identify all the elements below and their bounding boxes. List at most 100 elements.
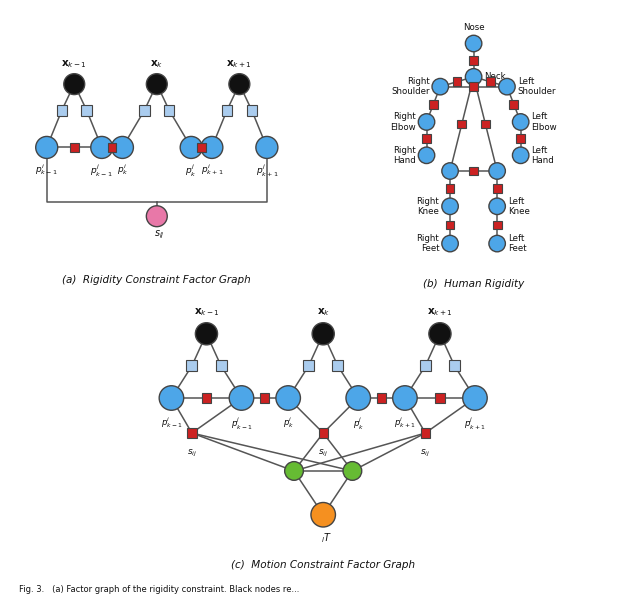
Circle shape	[91, 137, 113, 158]
FancyBboxPatch shape	[429, 100, 438, 109]
Circle shape	[465, 69, 482, 85]
Circle shape	[195, 323, 218, 345]
Text: $p^i_{k+1}$: $p^i_{k+1}$	[394, 416, 416, 430]
FancyBboxPatch shape	[56, 105, 67, 115]
FancyBboxPatch shape	[493, 184, 502, 193]
FancyBboxPatch shape	[420, 361, 431, 371]
Circle shape	[312, 323, 334, 345]
FancyBboxPatch shape	[186, 361, 197, 371]
FancyBboxPatch shape	[452, 78, 461, 86]
FancyBboxPatch shape	[445, 184, 454, 193]
Text: Left
Elbow: Left Elbow	[531, 112, 557, 132]
Circle shape	[489, 235, 506, 252]
Circle shape	[201, 137, 223, 158]
FancyBboxPatch shape	[458, 119, 467, 128]
Text: Right
Hand: Right Hand	[393, 146, 416, 165]
Circle shape	[256, 137, 278, 158]
Circle shape	[285, 461, 303, 481]
FancyBboxPatch shape	[445, 220, 454, 229]
Circle shape	[513, 147, 529, 164]
Circle shape	[499, 78, 515, 95]
Circle shape	[393, 386, 417, 410]
Circle shape	[229, 386, 253, 410]
FancyBboxPatch shape	[139, 105, 150, 115]
FancyBboxPatch shape	[319, 429, 328, 438]
FancyBboxPatch shape	[509, 100, 518, 109]
FancyBboxPatch shape	[449, 361, 460, 371]
Text: (c)  Motion Constraint Factor Graph: (c) Motion Constraint Factor Graph	[231, 560, 415, 570]
Text: $p^i_{k+1}$: $p^i_{k+1}$	[200, 162, 223, 177]
Circle shape	[442, 235, 458, 252]
FancyBboxPatch shape	[481, 119, 490, 128]
Text: $p^j_{k-1}$: $p^j_{k-1}$	[90, 162, 113, 179]
Circle shape	[147, 73, 167, 94]
FancyBboxPatch shape	[377, 393, 387, 402]
Text: $p^i_{k}$: $p^i_{k}$	[283, 416, 294, 430]
FancyBboxPatch shape	[260, 393, 269, 402]
Text: $p^j_{k}$: $p^j_{k}$	[186, 162, 197, 179]
Text: $p^i_{k-1}$: $p^i_{k-1}$	[161, 416, 182, 430]
FancyBboxPatch shape	[81, 105, 92, 115]
FancyBboxPatch shape	[469, 167, 478, 176]
FancyBboxPatch shape	[486, 78, 495, 86]
Circle shape	[180, 137, 202, 158]
Circle shape	[147, 206, 167, 227]
FancyBboxPatch shape	[420, 429, 430, 438]
Circle shape	[442, 198, 458, 214]
FancyBboxPatch shape	[187, 429, 196, 438]
Circle shape	[36, 137, 58, 158]
Text: $\mathbf{x}_{k}$: $\mathbf{x}_{k}$	[150, 59, 163, 70]
Circle shape	[229, 73, 250, 94]
Circle shape	[442, 163, 458, 179]
FancyBboxPatch shape	[202, 393, 211, 402]
Text: Left
Shoulder: Left Shoulder	[518, 77, 556, 96]
Text: Right
Feet: Right Feet	[417, 234, 439, 253]
Circle shape	[159, 386, 184, 410]
FancyBboxPatch shape	[70, 143, 79, 152]
Text: $p^j_{k+1}$: $p^j_{k+1}$	[255, 162, 278, 179]
Text: $s_{ij}$: $s_{ij}$	[420, 448, 431, 458]
Circle shape	[463, 386, 487, 410]
Circle shape	[513, 113, 529, 130]
Text: Left
Knee: Left Knee	[508, 196, 530, 216]
Text: Left
Feet: Left Feet	[508, 234, 527, 253]
Text: $p^j_{k+1}$: $p^j_{k+1}$	[464, 416, 486, 432]
Text: $\mathbf{x}_{k-1}$: $\mathbf{x}_{k-1}$	[61, 59, 87, 70]
Text: Left
Hand: Left Hand	[531, 146, 554, 165]
Circle shape	[343, 461, 362, 481]
FancyBboxPatch shape	[216, 361, 227, 371]
Text: $\mathbf{x}_{k-1}$: $\mathbf{x}_{k-1}$	[193, 306, 220, 318]
Text: Right
Shoulder: Right Shoulder	[391, 77, 429, 96]
Text: $_lT$: $_lT$	[321, 532, 332, 546]
Circle shape	[489, 163, 506, 179]
FancyBboxPatch shape	[108, 143, 116, 152]
Circle shape	[432, 78, 449, 95]
Text: $s_{ij}$: $s_{ij}$	[154, 229, 165, 241]
Circle shape	[64, 73, 84, 94]
Circle shape	[311, 503, 335, 527]
FancyBboxPatch shape	[435, 393, 445, 402]
Circle shape	[419, 113, 435, 130]
Text: Neck: Neck	[484, 72, 506, 81]
Text: (b)  Human Rigidity: (b) Human Rigidity	[423, 279, 524, 289]
Circle shape	[276, 386, 300, 410]
Text: Fig. 3.   (a) Factor graph of the rigidity constraint. Black nodes re...: Fig. 3. (a) Factor graph of the rigidity…	[19, 585, 300, 594]
Circle shape	[419, 147, 435, 164]
Text: $p^i_{k-1}$: $p^i_{k-1}$	[35, 162, 58, 177]
Circle shape	[429, 323, 451, 345]
Circle shape	[489, 198, 506, 214]
FancyBboxPatch shape	[303, 361, 314, 371]
FancyBboxPatch shape	[164, 105, 175, 115]
Text: (a)  Rigidity Constraint Factor Graph: (a) Rigidity Constraint Factor Graph	[63, 275, 251, 285]
FancyBboxPatch shape	[469, 56, 478, 64]
FancyBboxPatch shape	[422, 134, 431, 143]
FancyBboxPatch shape	[246, 105, 257, 115]
Text: Right
Knee: Right Knee	[417, 196, 439, 216]
Text: $\mathbf{x}_{k+1}$: $\mathbf{x}_{k+1}$	[227, 59, 252, 70]
Text: $\mathbf{x}_{k+1}$: $\mathbf{x}_{k+1}$	[427, 306, 453, 318]
FancyBboxPatch shape	[493, 220, 502, 229]
Text: $s_{ij}$: $s_{ij}$	[318, 448, 328, 458]
FancyBboxPatch shape	[469, 82, 478, 91]
Circle shape	[465, 35, 482, 52]
FancyBboxPatch shape	[332, 361, 343, 371]
